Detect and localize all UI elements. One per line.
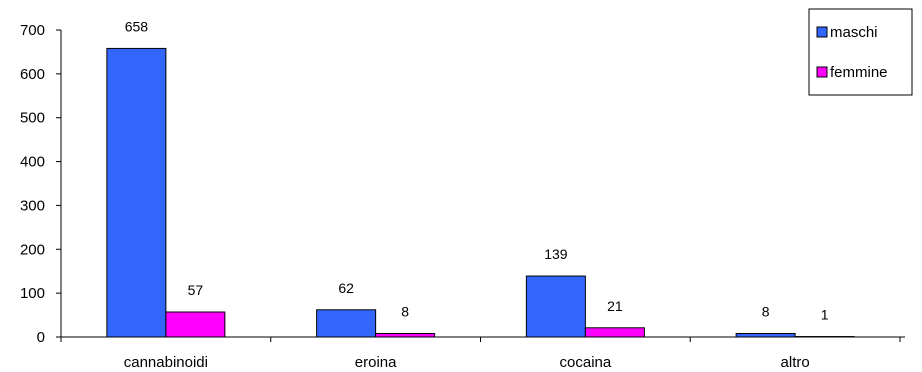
y-tick-label: 500 [20, 110, 45, 127]
category-label: eroina [355, 354, 397, 371]
bar-femmine-cocaina [584, 327, 645, 338]
legend-swatch-maschi [816, 26, 828, 38]
legend: maschi femmine [808, 8, 913, 96]
data-label: 1 [821, 307, 829, 323]
y-tick-label: 0 [37, 329, 45, 346]
bar-maschi-cocaina [525, 275, 586, 338]
data-label: 8 [762, 303, 770, 319]
category-label: altro [781, 354, 810, 371]
y-tick-label: 200 [20, 241, 45, 258]
legend-label: femmine [830, 64, 888, 81]
y-tick-label: 600 [20, 66, 45, 83]
data-label: 62 [338, 280, 354, 296]
bar-maschi-altro [735, 332, 796, 338]
category-label: cocaina [560, 354, 612, 371]
data-label: 658 [125, 18, 149, 34]
y-tick-label: 300 [20, 197, 45, 214]
bar-femmine-cannabinoidi [165, 311, 226, 338]
bar-maschi-cannabinoidi [106, 47, 167, 338]
legend-box [808, 8, 913, 96]
data-label: 57 [188, 282, 204, 298]
bar-maschi-eroina [316, 309, 377, 338]
data-label: 8 [401, 303, 409, 319]
y-tick-label: 700 [20, 22, 45, 39]
labels: cannabinoidi eroina cocaina altro 658 57 62 8 13… [124, 18, 829, 371]
category-label: cannabinoidi [124, 354, 208, 371]
legend-swatch-femmine [816, 66, 828, 78]
y-tick-label: 100 [20, 285, 45, 302]
bar-femmine-eroina [375, 332, 436, 338]
data-label: 139 [544, 246, 568, 262]
bars [106, 47, 855, 338]
legend-label: maschi [830, 24, 878, 41]
y-tick-label: 400 [20, 154, 45, 171]
data-label: 21 [607, 298, 623, 314]
